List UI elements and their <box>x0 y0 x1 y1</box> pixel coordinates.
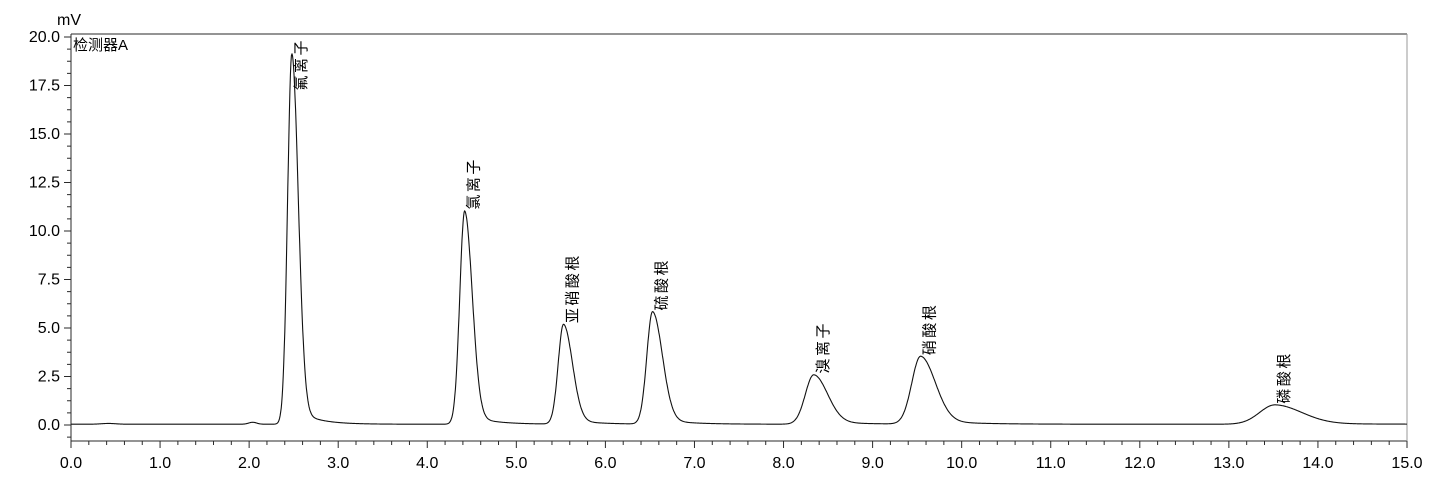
x-axis-tick-label: 6.0 <box>594 455 616 472</box>
y-axis-tick-label: 15.0 <box>29 126 60 143</box>
peak-name-label: 硝酸根 <box>922 303 939 356</box>
x-axis-tick-label: 2.0 <box>238 455 260 472</box>
x-axis-tick-label: 15.0 <box>1391 455 1422 472</box>
x-axis-tick-label: 5.0 <box>505 455 527 472</box>
x-axis-tick-label: 0.0 <box>60 455 82 472</box>
peak-name-label: 氟离子 <box>293 38 310 91</box>
y-axis-unit-label: mV <box>57 12 81 29</box>
y-axis-tick-label: 17.5 <box>29 78 60 95</box>
peak-name-label: 磷酸根 <box>1276 351 1293 404</box>
x-axis-tick-label: 14.0 <box>1302 455 1333 472</box>
x-axis-tick-label: 3.0 <box>327 455 349 472</box>
y-axis-tick-label: 5.0 <box>38 320 60 337</box>
y-axis-tick-label: 0.0 <box>38 417 60 434</box>
y-axis-tick-label: 10.0 <box>29 223 60 240</box>
x-axis-tick-label: 12.0 <box>1124 455 1155 472</box>
x-axis-tick-label: 8.0 <box>772 455 794 472</box>
x-axis-tick-label: 9.0 <box>861 455 883 472</box>
chromatogram-trace <box>70 53 1408 425</box>
y-axis-tick-label: 2.5 <box>38 369 60 386</box>
y-axis-tick-label: 7.5 <box>38 272 60 289</box>
x-axis-tick-label: 7.0 <box>683 455 705 472</box>
y-axis-tick-label: 12.5 <box>29 175 60 192</box>
peak-name-label: 溴离子 <box>815 321 832 374</box>
x-axis-tick-label: 4.0 <box>416 455 438 472</box>
detector-label: 检测器A <box>73 37 129 54</box>
peak-name-label: 亚硝酸根 <box>565 253 582 323</box>
peak-name-label: 氯离子 <box>466 157 483 210</box>
peak-name-label: 硫酸根 <box>654 258 671 311</box>
x-axis-tick-label: 13.0 <box>1213 455 1244 472</box>
x-axis-tick-label: 11.0 <box>1036 455 1066 472</box>
y-axis-tick-label: 20.0 <box>29 29 60 46</box>
x-axis-tick-label: 10.0 <box>946 455 977 472</box>
x-axis-tick-label: 1.0 <box>149 455 171 472</box>
